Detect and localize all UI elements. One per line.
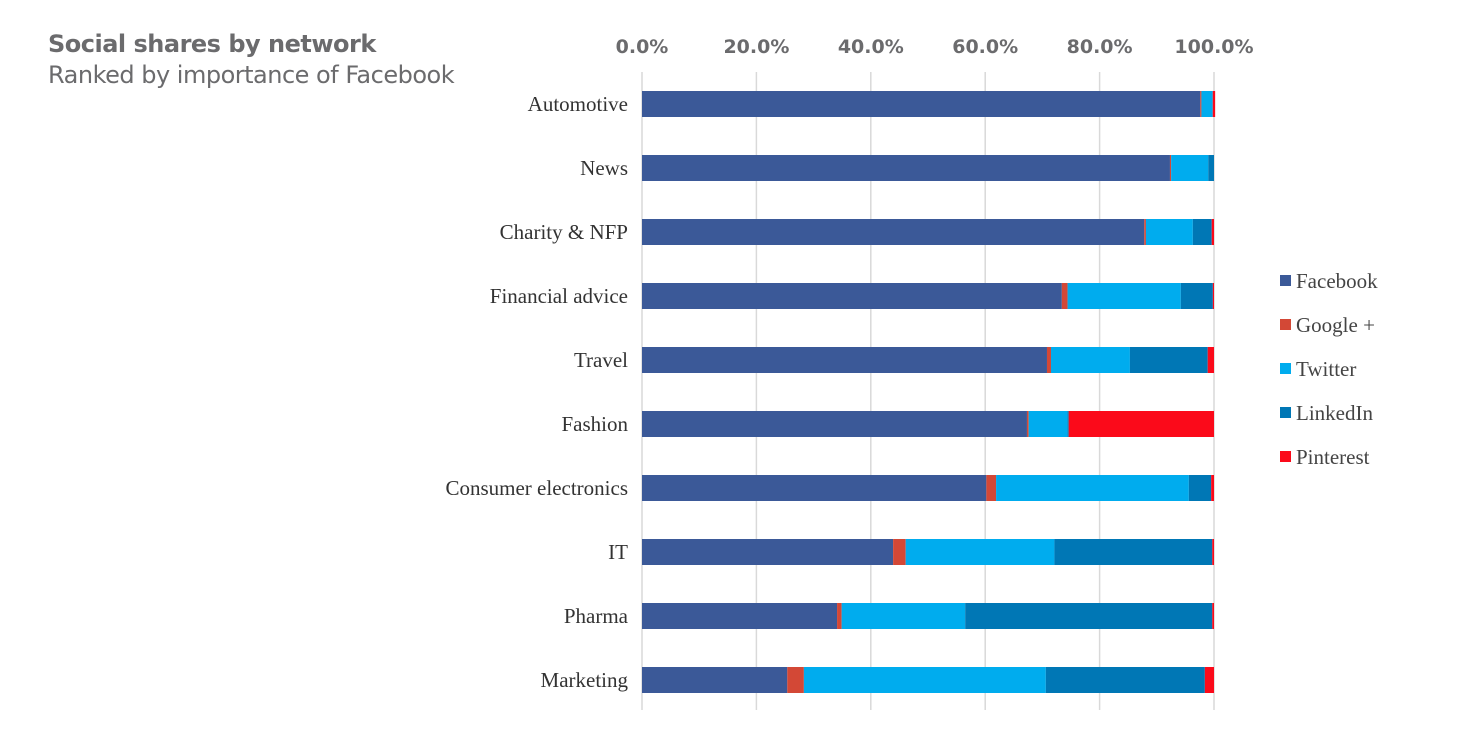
bar-segment-linkedin: [1192, 219, 1212, 245]
legend-label: Twitter: [1296, 357, 1356, 381]
legend-label: LinkedIn: [1296, 401, 1373, 425]
bar-segment-google: [893, 539, 906, 565]
bar-segment-twitter: [1067, 283, 1181, 309]
bar-segment-google: [1061, 283, 1068, 309]
bar-segment-google: [1144, 219, 1146, 245]
legend-swatch: [1280, 275, 1291, 286]
bar-segment-linkedin: [965, 603, 1213, 629]
bar-segment-linkedin: [1054, 539, 1213, 565]
bar-segment-pinterest: [1212, 283, 1214, 309]
legend-swatch: [1280, 407, 1291, 418]
bar-segment-pinterest: [1211, 219, 1214, 245]
bar-segment-google: [1026, 411, 1029, 437]
bar-segment-google: [837, 603, 842, 629]
category-label: Automotive: [528, 92, 628, 116]
x-tick-label: 20.0%: [723, 36, 789, 58]
category-label: Travel: [574, 348, 628, 372]
x-tick-label: 40.0%: [838, 36, 904, 58]
bar-segment-pinterest: [1207, 347, 1214, 373]
bar-segment-google: [787, 667, 804, 693]
category-label: Consumer electronics: [445, 476, 628, 500]
legend-label: Facebook: [1296, 269, 1378, 293]
bar-segment-facebook: [642, 475, 987, 501]
x-tick-label: 0.0%: [616, 36, 669, 58]
bar-segment-facebook: [642, 667, 788, 693]
category-label: Pharma: [564, 604, 629, 628]
bar-segment-facebook: [642, 91, 1201, 117]
bar-segment-pinterest: [1212, 539, 1214, 565]
bar-segment-twitter: [1171, 155, 1209, 181]
bar-segment-google: [1169, 155, 1172, 181]
chart-subtitle: Ranked by importance of Facebook: [48, 61, 455, 89]
category-label: News: [580, 156, 628, 180]
bar-segment-facebook: [642, 539, 894, 565]
bar-segment-facebook: [642, 155, 1170, 181]
bar-segment-google: [986, 475, 997, 501]
bar-segment-twitter: [1050, 347, 1130, 373]
bar-segment-linkedin: [1212, 91, 1213, 117]
bar-segment-linkedin: [1208, 155, 1214, 181]
bar-segment-facebook: [642, 219, 1145, 245]
bar-segment-pinterest: [1212, 603, 1214, 629]
x-tick-label: 80.0%: [1067, 36, 1133, 58]
bar-segment-twitter: [841, 603, 966, 629]
bar-segment-twitter: [996, 475, 1189, 501]
category-label: IT: [608, 540, 628, 564]
legend-label: Google +: [1296, 313, 1375, 337]
bar-segment-linkedin: [1045, 667, 1205, 693]
bar-segment-twitter: [905, 539, 1055, 565]
bar-segment-facebook: [642, 603, 838, 629]
x-tick-label: 100.0%: [1174, 36, 1253, 58]
bar-segment-facebook: [642, 411, 1027, 437]
bar-segment-facebook: [642, 283, 1062, 309]
bar-segment-facebook: [642, 347, 1047, 373]
legend-swatch: [1280, 451, 1291, 462]
x-tick-label: 60.0%: [952, 36, 1018, 58]
bar-segment-linkedin: [1129, 347, 1208, 373]
category-label: Financial advice: [490, 284, 628, 308]
bar-segment-twitter: [1201, 91, 1213, 117]
bar-segment-pinterest: [1212, 91, 1216, 117]
bar-segment-pinterest: [1204, 667, 1214, 693]
legend-label: Pinterest: [1296, 445, 1370, 469]
bar-segment-pinterest: [1211, 475, 1214, 501]
legend-swatch: [1280, 319, 1291, 330]
legend-swatch: [1280, 363, 1291, 374]
category-label: Fashion: [561, 412, 628, 436]
bar-segment-google: [1200, 91, 1202, 117]
bar-segment-twitter: [1145, 219, 1193, 245]
bar-segment-linkedin: [1067, 411, 1069, 437]
bar-segment-linkedin: [1180, 283, 1213, 309]
category-label: Marketing: [541, 668, 629, 692]
chart-title: Social shares by network: [48, 30, 376, 58]
bar-segment-linkedin: [1188, 475, 1212, 501]
bar-segment-google: [1046, 347, 1051, 373]
bar-segment-twitter: [803, 667, 1046, 693]
category-label: Charity & NFP: [500, 220, 628, 244]
bar-segment-twitter: [1028, 411, 1068, 437]
bar-segment-pinterest: [1068, 411, 1214, 437]
